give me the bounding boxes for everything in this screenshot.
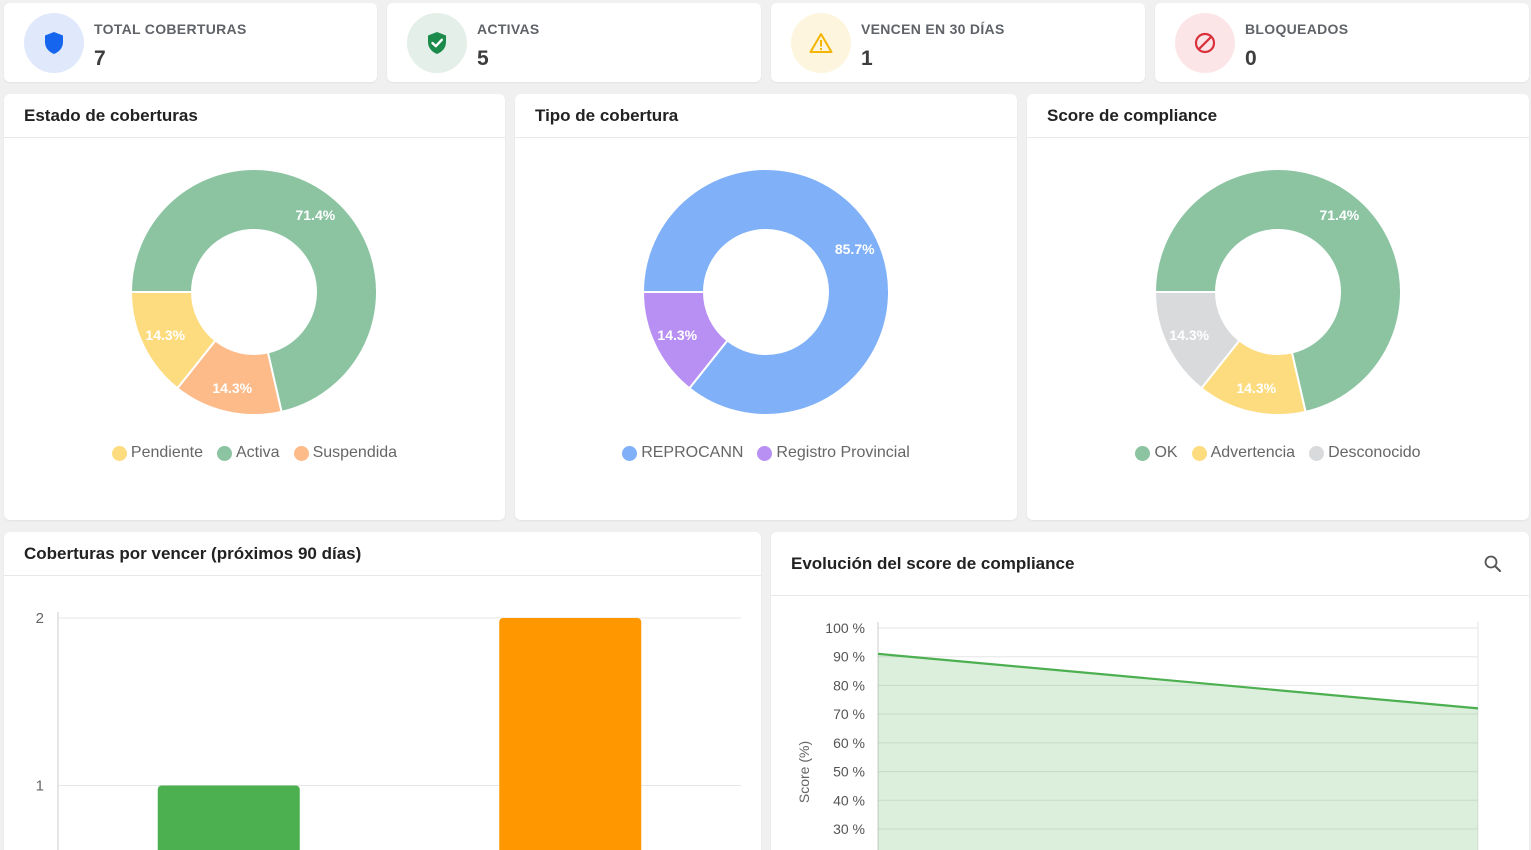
slice-label: 14.3% [657, 327, 697, 343]
legend-item[interactable]: Advertencia [1191, 444, 1296, 462]
area-fill [878, 653, 1478, 850]
legend-label: Activa [235, 444, 280, 461]
divider [771, 595, 1529, 596]
legend-dot [1309, 445, 1325, 461]
legend-dot [1191, 445, 1207, 461]
legend-item[interactable]: Suspendida [293, 444, 398, 462]
legend-label: Registro Provincial [776, 444, 910, 461]
shield-check-icon [407, 13, 467, 73]
panel-title: Evolución del score de compliance [791, 554, 1075, 573]
panel-coberturas-por-vencer: Coberturas por vencer (próximos 90 días)… [4, 532, 761, 850]
panel-score-compliance: Score de compliance 71.4% 14.3% 14.3% OK Ad… [1027, 94, 1529, 520]
block-icon [1175, 13, 1235, 73]
zoom-icon[interactable] [1483, 554, 1503, 574]
stat-value: 1 [861, 47, 873, 70]
legend-label: OK [1154, 444, 1178, 461]
stat-card-activas: ACTIVAS 5 [387, 3, 761, 82]
donut-slice-desconocido[interactable] [1153, 291, 1241, 390]
legend-dot [757, 445, 773, 461]
slice-label: 71.4% [295, 207, 335, 223]
slice-label: 14.3% [145, 327, 185, 343]
legend-item[interactable]: OK [1135, 444, 1178, 462]
stat-value: 0 [1245, 47, 1257, 70]
donut-slice-reprocann[interactable] [641, 168, 890, 416]
legend-dot [216, 445, 232, 461]
panel-title: Tipo de cobertura [535, 106, 679, 125]
slice-label: 14.3% [1169, 327, 1209, 343]
stat-card-vencen: VENCEN EN 30 DÍAS 1 [771, 3, 1145, 82]
y-tick-label: 30 % [833, 821, 865, 837]
legend-label: Suspendida [312, 444, 398, 461]
y-tick-label: 40 % [833, 792, 865, 808]
shield-icon [24, 13, 84, 73]
y-tick-label: 1 [36, 778, 44, 795]
panel-title: Coberturas por vencer (próximos 90 días) [24, 544, 362, 563]
chart-legend: OK Advertencia Desconocido [1027, 444, 1529, 462]
legend-item[interactable]: REPROCANN [622, 444, 743, 462]
legend-item[interactable]: Registro Provincial [757, 444, 910, 462]
legend-label: Pendiente [130, 444, 203, 461]
panel-title: Score de compliance [1047, 106, 1218, 125]
legend-dot [293, 445, 309, 461]
y-tick-label: 100 % [825, 620, 865, 636]
y-tick-label: 70 % [833, 706, 865, 722]
slice-label: 14.3% [212, 380, 252, 396]
slice-label: 14.3% [1236, 380, 1276, 396]
stat-label: VENCEN EN 30 DÍAS [861, 21, 1005, 37]
y-tick-label: 80 % [833, 677, 865, 693]
legend-label: Advertencia [1210, 444, 1296, 461]
divider [1027, 137, 1529, 138]
y-tick-label: 90 % [833, 649, 865, 665]
score-line[interactable] [877, 652, 1479, 710]
stat-label: BLOQUEADOS [1245, 21, 1349, 37]
stat-value: 7 [94, 47, 106, 70]
donut-slice-ok[interactable] [1153, 168, 1402, 414]
stat-value: 5 [477, 47, 489, 70]
panel-estado-coberturas: Estado de coberturas 71.4% 14.3% 14.3% Pen… [4, 94, 505, 520]
stat-card-total: TOTAL COBERTURAS 7 [4, 3, 377, 82]
legend-item[interactable]: Activa [216, 444, 280, 462]
y-tick-label: 50 % [833, 764, 865, 780]
warning-icon [791, 13, 851, 73]
bar[interactable] [157, 785, 300, 850]
panel-evolucion-score: Evolución del score de compliance 30 % 40… [771, 532, 1529, 850]
chart-legend: Pendiente Activa Suspendida [4, 444, 505, 462]
donut-slice-pendiente[interactable] [129, 291, 217, 390]
bar[interactable] [499, 618, 642, 850]
stat-label: ACTIVAS [477, 21, 540, 37]
legend-dot [111, 445, 127, 461]
legend-dot [622, 445, 638, 461]
legend-item[interactable]: Pendiente [111, 444, 203, 462]
donut-slice-activa[interactable] [129, 168, 378, 414]
legend-label: REPROCANN [641, 444, 744, 461]
area-chart-evolucion: 30 % 40 % 50 % 60 % 70 % 80 % 90 % 100 % Score (… [796, 620, 1479, 850]
stat-label: TOTAL COBERTURAS [94, 21, 247, 37]
slice-label: 71.4% [1319, 207, 1359, 223]
y-tick-label: 2 [36, 610, 44, 627]
donut-chart-tipo: 85.7% 14.3% [641, 168, 890, 416]
y-axis-label: Score (%) [796, 741, 812, 803]
divider [4, 137, 505, 138]
legend-dot [1135, 445, 1151, 461]
donut-chart-score: 71.4% 14.3% 14.3% [1153, 168, 1402, 416]
divider [4, 575, 761, 576]
slice-label: 85.7% [835, 241, 875, 257]
chart-legend: REPROCANN Registro Provincial [515, 444, 1017, 462]
legend-label: Desconocido [1328, 444, 1421, 461]
legend-item[interactable]: Desconocido [1309, 444, 1421, 462]
donut-slice-registro-provincial[interactable] [641, 291, 729, 390]
stat-card-bloqueados: BLOQUEADOS 0 [1155, 3, 1529, 82]
donut-chart-estado: 71.4% 14.3% 14.3% [129, 168, 378, 416]
y-tick-label: 60 % [833, 735, 865, 751]
panel-title: Estado de coberturas [24, 106, 198, 125]
panel-tipo-cobertura: Tipo de cobertura 85.7% 14.3% REPROCANN Re… [515, 94, 1017, 520]
bar-chart-por-vencer: 12 [36, 610, 741, 850]
divider [515, 137, 1017, 138]
